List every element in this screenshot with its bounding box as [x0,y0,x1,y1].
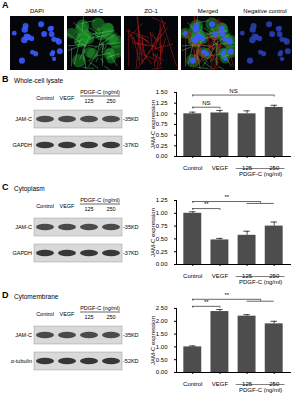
svg-text:0.75: 0.75 [156,223,168,229]
svg-text:1.50: 1.50 [156,331,168,337]
svg-text:Control: Control [36,311,54,317]
svg-text:JAM-C: JAM-C [15,116,32,122]
svg-text:250: 250 [269,273,280,279]
svg-text:VEGF: VEGF [60,203,76,209]
svg-text:PDGF-C (ng/ml): PDGF-C (ng/ml) [239,171,282,177]
html-text:C: C [2,182,9,192]
svg-text:-37KD: -37KD [123,142,139,148]
svg-text:0.50: 0.50 [156,132,168,138]
svg-text:250: 250 [106,98,115,104]
html-text:B: B [2,74,9,84]
svg-text:250: 250 [106,314,115,320]
svg-text:JAM-C: JAM-C [85,8,104,14]
svg-text:1.50: 1.50 [156,89,168,95]
svg-text:VEGF: VEGF [60,95,76,101]
svg-text:0.50: 0.50 [156,357,168,363]
svg-text:0.25: 0.25 [156,249,168,255]
svg-text:125: 125 [84,314,93,320]
svg-text:VEGF: VEGF [60,311,76,317]
svg-text:VEGF: VEGF [212,165,229,171]
svg-text:1.25: 1.25 [156,100,168,106]
svg-text:PDGF-C (ng/ml): PDGF-C (ng/ml) [80,197,120,203]
svg-text:**: ** [204,201,209,207]
svg-text:250: 250 [106,206,115,212]
svg-text:**: ** [204,299,209,305]
svg-text:0.00: 0.00 [156,261,168,267]
svg-text:0.75: 0.75 [156,121,168,127]
svg-text:Whole-cell lysate: Whole-cell lysate [14,77,64,85]
svg-text:-35KD: -35KD [123,332,139,338]
svg-text:PDGF-C (ng/ml): PDGF-C (ng/ml) [80,89,120,95]
svg-text:125: 125 [84,206,93,212]
svg-text:0.00: 0.00 [156,369,168,375]
svg-text:125: 125 [242,273,253,279]
svg-text:Negative control: Negative control [243,8,286,14]
svg-text:DAPI: DAPI [30,8,44,14]
svg-text:JAM-C expression: JAM-C expression [150,208,156,257]
svg-text:**: ** [224,194,229,200]
svg-text:0.00: 0.00 [156,153,168,159]
svg-text:-52KD: -52KD [123,358,139,364]
svg-text:NS: NS [202,100,210,106]
svg-text:-37KD: -37KD [123,250,139,256]
svg-text:Merged: Merged [198,8,218,14]
svg-text:NS: NS [229,88,237,94]
svg-text:125: 125 [242,165,253,171]
svg-text:GAPDH: GAPDH [12,142,32,148]
svg-text:1.00: 1.00 [156,111,168,117]
svg-text:Cytomembrane: Cytomembrane [14,293,59,301]
svg-text:JAM-C expression: JAM-C expression [150,100,156,149]
svg-text:1.25: 1.25 [156,197,168,203]
html-text:A: A [2,0,9,10]
svg-text:ZO-1: ZO-1 [144,8,158,14]
svg-text:0.50: 0.50 [156,236,168,242]
svg-text:**: ** [224,292,229,298]
svg-text:2.00: 2.00 [156,318,168,324]
svg-text:PDGF-C (ng/ml): PDGF-C (ng/ml) [239,279,282,285]
svg-text:-35KD: -35KD [123,116,139,122]
svg-text:GAPDH: GAPDH [12,250,32,256]
svg-text:PDGF-C (ng/ml): PDGF-C (ng/ml) [239,387,282,393]
svg-text:JAM-C expression: JAM-C expression [150,316,156,365]
svg-text:VEGF: VEGF [212,381,229,387]
svg-text:1.00: 1.00 [156,210,168,216]
svg-text:125: 125 [242,381,253,387]
svg-text:VEGF: VEGF [212,273,229,279]
svg-text:Cytoplasm: Cytoplasm [14,185,45,193]
svg-text:0.25: 0.25 [156,143,168,149]
svg-text:Control: Control [183,381,202,387]
svg-text:JAM-C: JAM-C [15,332,32,338]
svg-text:250: 250 [269,165,280,171]
html-text:D: D [2,290,9,300]
svg-text:Control: Control [36,95,54,101]
svg-text:2.50: 2.50 [156,305,168,311]
svg-text:JAM-C: JAM-C [15,224,32,230]
svg-text:α-tubulin: α-tubulin [11,358,32,364]
svg-text:Control: Control [183,165,202,171]
svg-text:PDGF-C (ng/ml): PDGF-C (ng/ml) [80,305,120,311]
svg-text:250: 250 [269,381,280,387]
svg-text:Control: Control [36,203,54,209]
svg-text:-35KD: -35KD [123,224,139,230]
svg-text:Control: Control [183,273,202,279]
svg-text:1.00: 1.00 [156,344,168,350]
svg-text:125: 125 [84,98,93,104]
